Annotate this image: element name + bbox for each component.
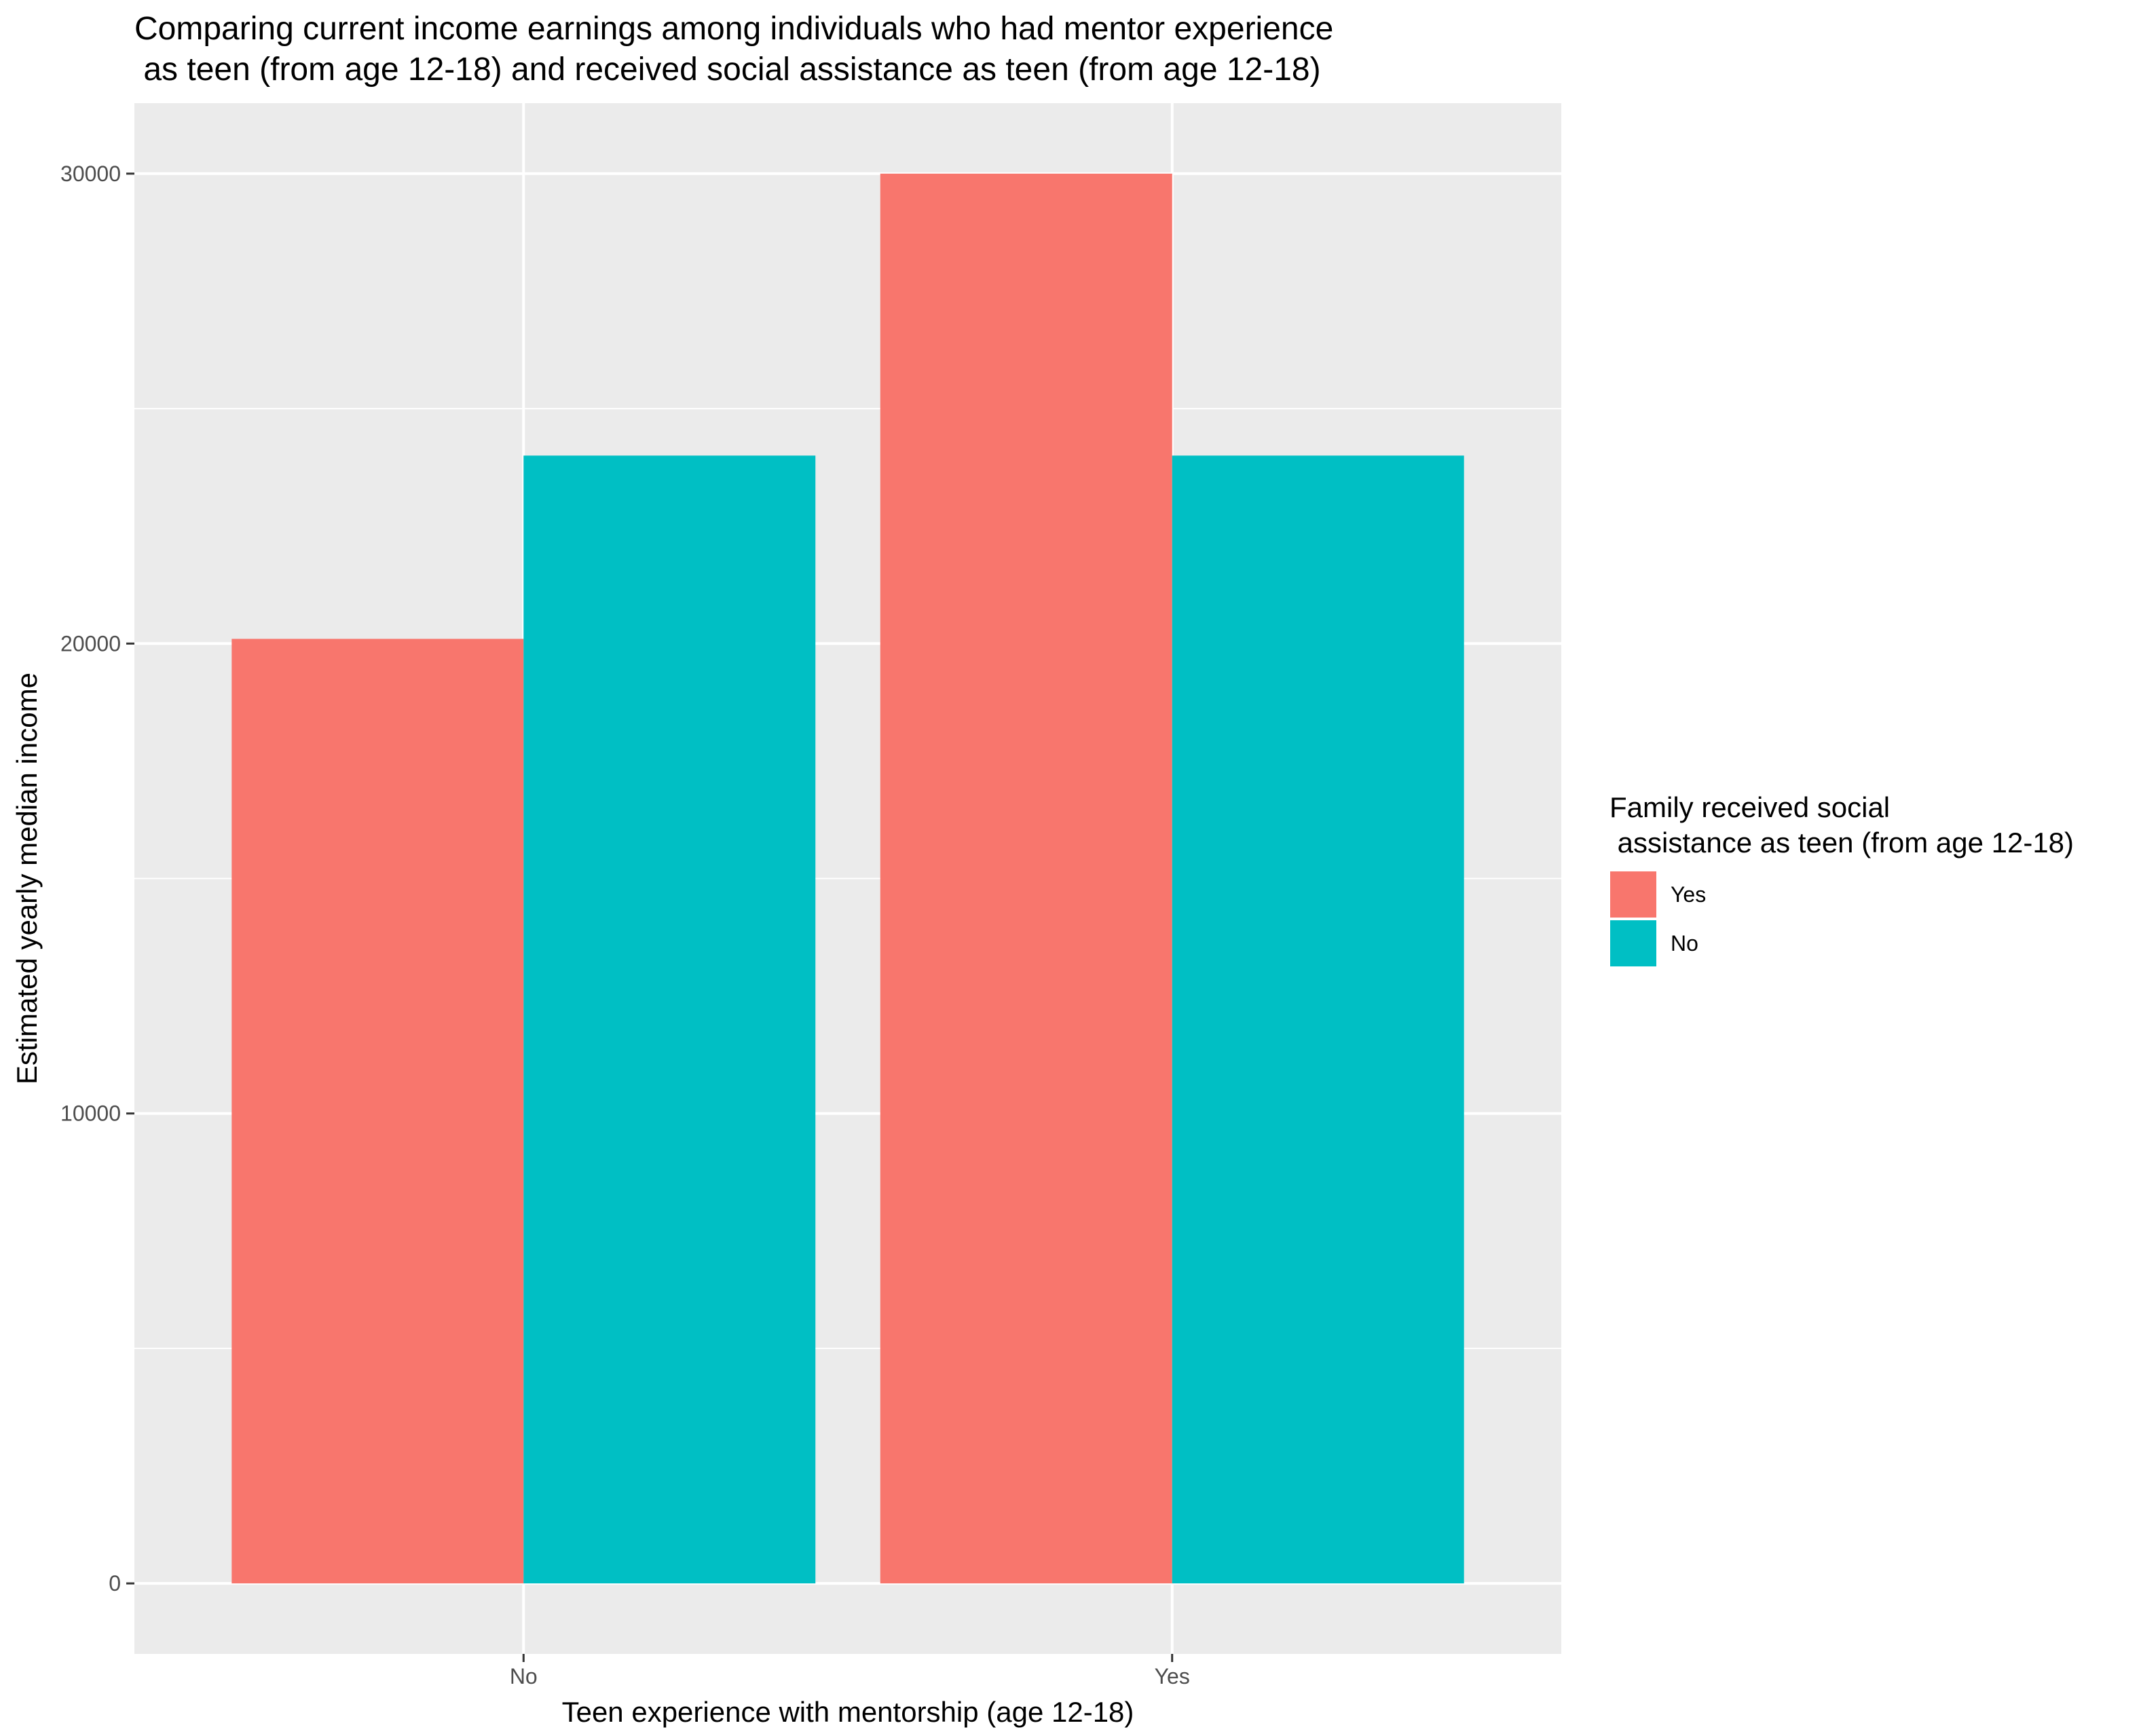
legend-key-no — [1609, 919, 1658, 968]
bar-no-yes — [231, 639, 524, 1584]
y-tick-label: 10000 — [60, 1101, 121, 1126]
bar-yes-yes — [880, 173, 1172, 1584]
y-tick-label: 0 — [109, 1571, 121, 1596]
legend-title-line2: assistance as teen (from age 12-18) — [1609, 827, 2074, 858]
y-axis-title: Estimated yearly median income — [11, 673, 43, 1084]
x-axis: No Yes — [510, 1654, 1190, 1688]
x-tick-label: Yes — [1155, 1664, 1190, 1688]
chart-title-line1: Comparing current income earnings among … — [134, 11, 1333, 47]
y-axis: 0 10000 20000 30000 — [60, 162, 134, 1596]
legend-items: Yes No — [1609, 870, 1706, 968]
x-axis-title: Teen experience with mentorship (age 12-… — [562, 1696, 1134, 1728]
legend-label-yes: Yes — [1671, 882, 1706, 907]
chart-title-line2: as teen (from age 12-18) and received so… — [134, 52, 1321, 88]
y-tick-label: 20000 — [60, 631, 121, 656]
bars — [231, 173, 1464, 1584]
legend: Family received social assistance as tee… — [1609, 791, 2074, 968]
legend-label-no: No — [1671, 931, 1698, 956]
bar-no-no — [523, 455, 816, 1584]
bar-yes-no — [1172, 455, 1464, 1584]
y-tick-label: 30000 — [60, 162, 121, 186]
legend-title-line1: Family received social — [1609, 791, 1890, 823]
legend-key-yes — [1609, 870, 1658, 919]
x-tick-label: No — [510, 1664, 538, 1688]
